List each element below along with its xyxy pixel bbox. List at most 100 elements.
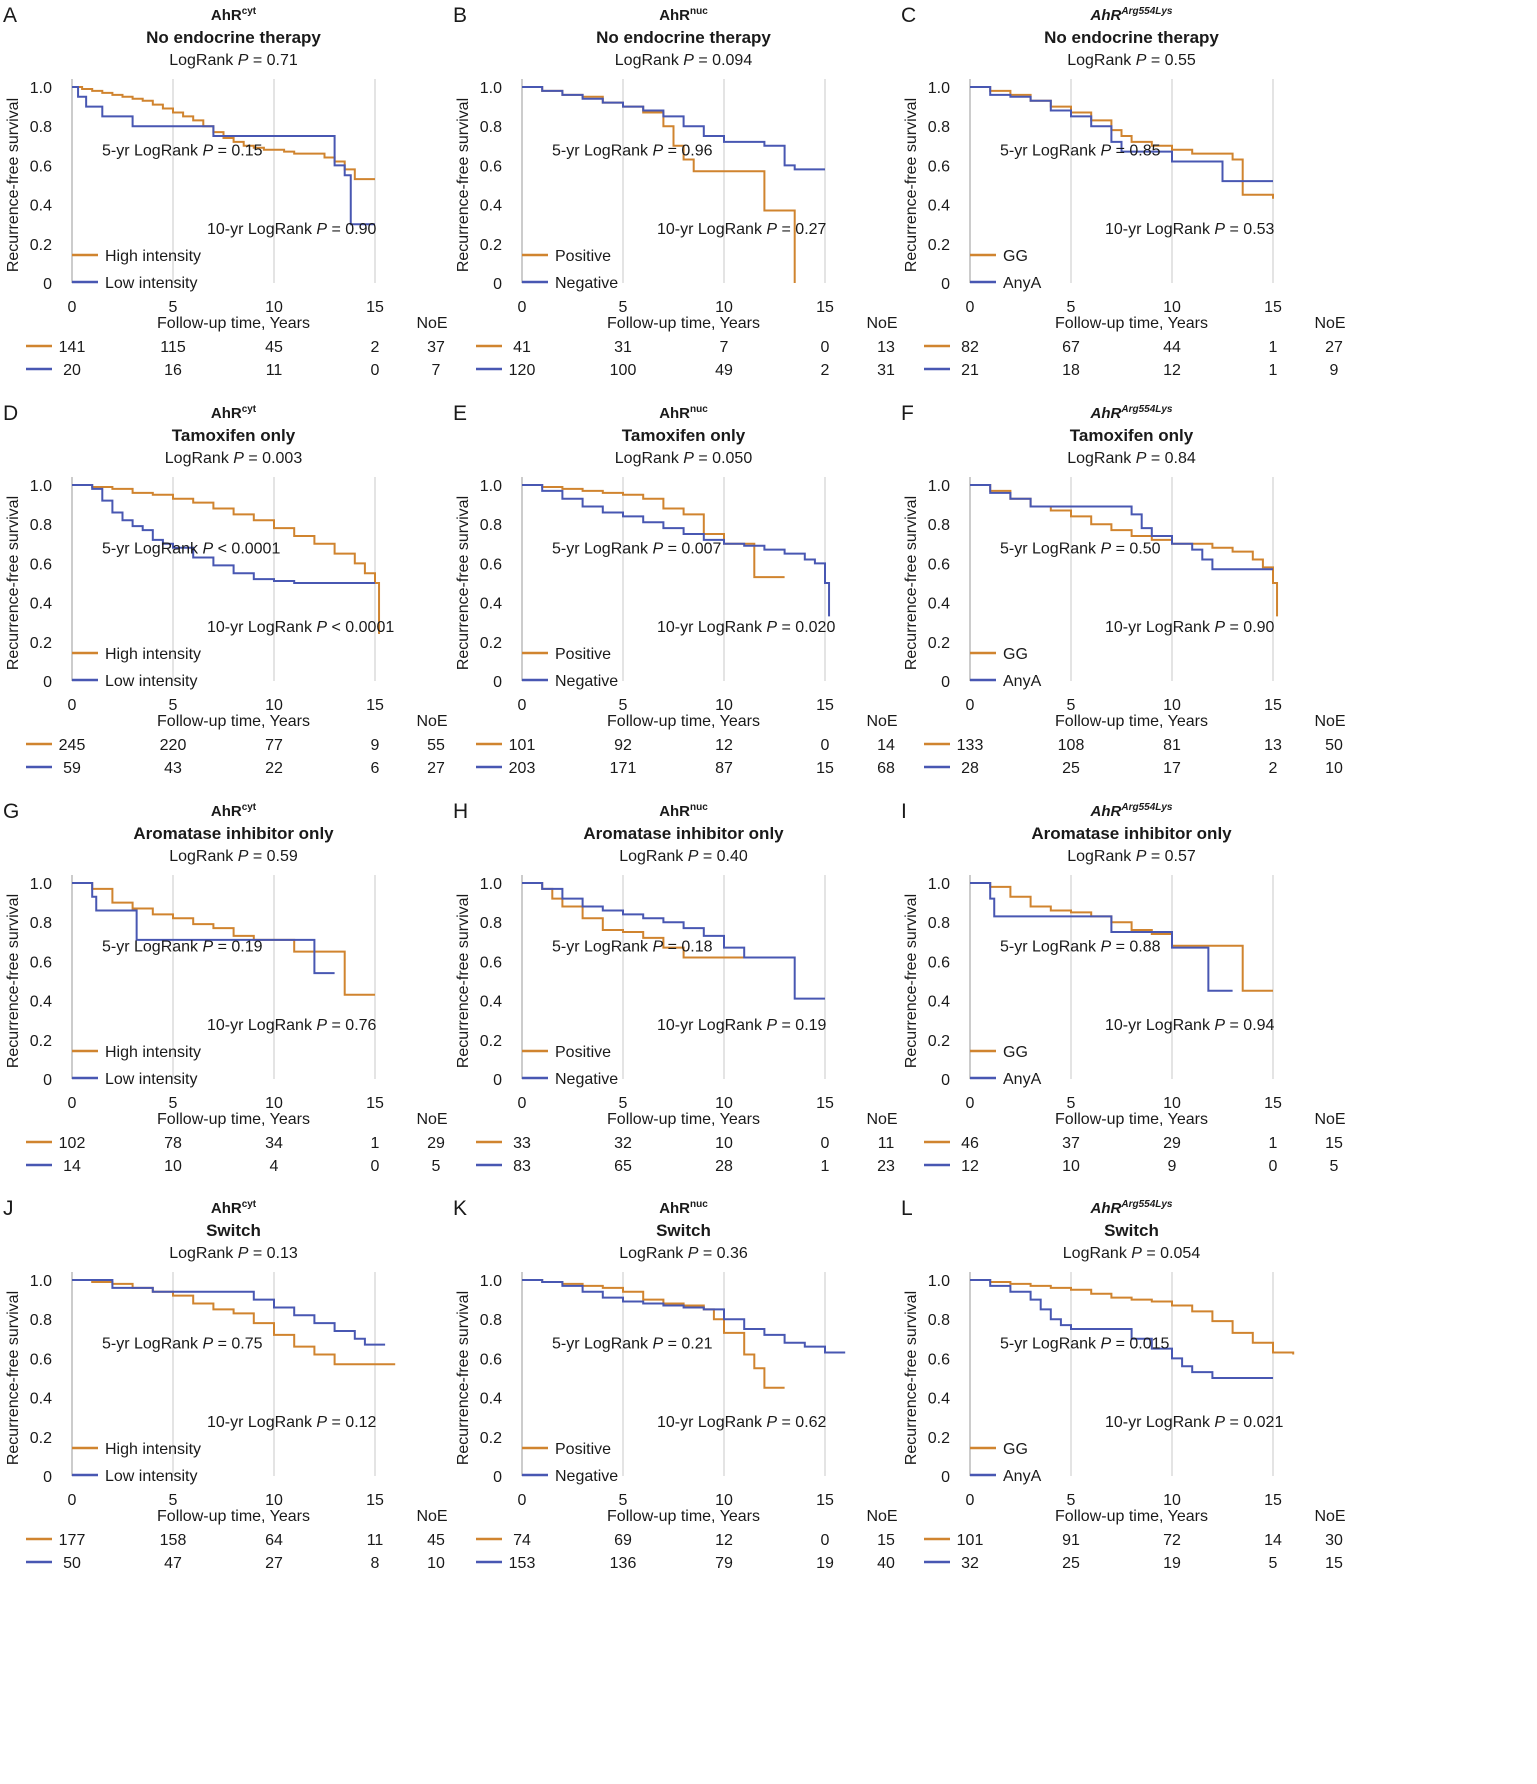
ten-yr-logrank-eq: =	[327, 1414, 345, 1431]
five-yr-logrank-p: P	[1101, 1336, 1112, 1353]
at-risk-count: 12	[961, 1158, 979, 1175]
noe-label: NoE	[416, 315, 447, 332]
x-tick-label: 10	[715, 1492, 733, 1509]
y-axis-label: Recurrence-free survival	[455, 894, 472, 1068]
at-risk-count: 7	[720, 339, 729, 356]
at-risk-count: 33	[513, 1135, 531, 1152]
five-yr-logrank-eq: =	[1111, 939, 1129, 956]
ten-yr-logrank-value: 0.90	[1243, 619, 1274, 636]
y-tick-label: 1.0	[928, 876, 950, 893]
panel-marker: AhRcyt	[211, 404, 257, 422]
five-yr-logrank-prefix: 5-yr LogRank	[1000, 939, 1101, 956]
x-tick-label: 15	[366, 697, 384, 714]
five-yr-logrank-prefix: 5-yr LogRank	[102, 143, 203, 160]
ten-yr-logrank-p: P	[1214, 619, 1225, 636]
panel-logrank: LogRank P = 0.13	[169, 1245, 298, 1262]
logrank-eq: =	[698, 848, 716, 865]
at-risk-count: 16	[164, 362, 182, 379]
five-yr-logrank-p: P	[203, 1336, 214, 1353]
at-risk-count: 18	[1062, 362, 1080, 379]
y-axis-label: Recurrence-free survival	[903, 1291, 920, 1465]
y-tick-label: 0.2	[480, 1033, 502, 1050]
at-risk-count: 0	[821, 737, 830, 754]
y-axis-label: Recurrence-free survival	[5, 894, 22, 1068]
logrank-p: P	[238, 52, 249, 69]
ten-yr-logrank-prefix: 10-yr LogRank	[657, 1017, 766, 1034]
legend-entry: Low intensity	[105, 673, 198, 690]
x-tick-label: 10	[265, 299, 283, 316]
x-axis-label: Follow-up time, Years	[157, 1508, 310, 1525]
x-tick-label: 10	[265, 1492, 283, 1509]
x-tick-label: 10	[1163, 299, 1181, 316]
at-risk-count: 1	[821, 1158, 830, 1175]
ten-yr-logrank-value: 0.90	[345, 221, 376, 238]
logrank-p: P	[238, 1245, 249, 1262]
five-yr-logrank-value: 0.21	[681, 1336, 712, 1353]
km-curve-series-b	[522, 1279, 846, 1354]
legend-entry: High intensity	[105, 248, 201, 265]
noe-count: 10	[1325, 760, 1343, 777]
five-yr-logrank-prefix: 5-yr LogRank	[102, 1336, 203, 1353]
y-axis-label: Recurrence-free survival	[903, 894, 920, 1068]
legend-entry: Low intensity	[105, 275, 198, 292]
y-tick-label: 0.4	[30, 994, 52, 1011]
km-curve-series-b	[522, 86, 825, 171]
noe-count: 10	[427, 1555, 445, 1572]
x-tick-label: 10	[715, 697, 733, 714]
marker-superscript: Arg554Lys	[1120, 404, 1173, 415]
at-risk-count: 11	[367, 1532, 384, 1549]
panel-logrank: LogRank P = 0.094	[615, 52, 753, 69]
y-tick-label: 0.4	[928, 994, 950, 1011]
noe-count: 11	[878, 1135, 895, 1152]
logrank-eq: =	[248, 1245, 266, 1262]
at-risk-count: 245	[59, 737, 86, 754]
legend-entry: Negative	[555, 275, 618, 292]
x-tick-label: 15	[816, 1095, 834, 1112]
panel-letter: C	[901, 4, 916, 27]
panel-title: Tamoxifen only	[622, 426, 746, 445]
ten-yr-logrank: 10-yr LogRank P = 0.62	[657, 1414, 827, 1431]
logrank-value: 0.71	[267, 52, 298, 69]
panel-letter: E	[453, 402, 467, 425]
y-tick-label: 0.4	[30, 198, 52, 215]
y-tick-label: 1.0	[30, 1273, 52, 1290]
x-tick-label: 0	[518, 1095, 527, 1112]
ten-yr-logrank-p: P	[316, 619, 327, 636]
at-risk-count: 0	[371, 362, 380, 379]
x-tick-label: 15	[366, 299, 384, 316]
km-curve-series-a	[970, 1279, 1295, 1355]
ten-yr-logrank-p: P	[316, 221, 327, 238]
y-tick-label: 0.6	[30, 158, 52, 175]
y-tick-label: 1.0	[928, 1273, 950, 1290]
at-risk-count: 1	[1269, 362, 1278, 379]
x-tick-label: 5	[619, 697, 628, 714]
at-risk-count: 158	[160, 1532, 187, 1549]
marker-superscript: nuc	[690, 1199, 708, 1210]
ten-yr-logrank: 10-yr LogRank P = 0.27	[657, 221, 827, 238]
x-tick-label: 0	[68, 1095, 77, 1112]
y-tick-label: 0.6	[928, 556, 950, 573]
logrank-prefix: LogRank	[169, 52, 238, 69]
y-tick-label: 1.0	[30, 478, 52, 495]
marker-name: AhR	[659, 7, 690, 24]
y-tick-label: 0.2	[480, 237, 502, 254]
marker-name: AhR	[659, 1200, 690, 1217]
ten-yr-logrank-value: 0.19	[795, 1017, 826, 1034]
logrank-p: P	[1136, 52, 1147, 69]
at-risk-count: 14	[1264, 1532, 1282, 1549]
at-risk-count: 177	[59, 1532, 86, 1549]
panel-letter: K	[453, 1197, 467, 1220]
marker-superscript: nuc	[690, 6, 708, 17]
x-tick-label: 15	[366, 1095, 384, 1112]
noe-label: NoE	[866, 1111, 897, 1128]
y-tick-label: 0.4	[480, 994, 502, 1011]
ten-yr-logrank-value: < 0.0001	[332, 619, 395, 636]
logrank-p: P	[1136, 450, 1147, 467]
x-axis-label: Follow-up time, Years	[607, 1111, 760, 1128]
at-risk-count: 19	[816, 1555, 834, 1572]
logrank-prefix: LogRank	[1063, 1245, 1132, 1262]
y-tick-label: 0	[493, 674, 502, 691]
at-risk-count: 72	[1163, 1532, 1181, 1549]
panel-title: No endocrine therapy	[1044, 28, 1219, 47]
